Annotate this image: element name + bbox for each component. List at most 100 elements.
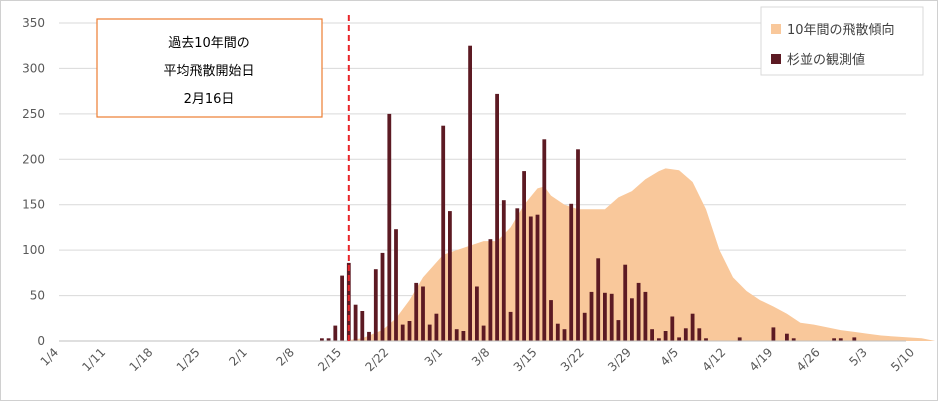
- observation-bar: [650, 329, 654, 341]
- y-tick-label: 300: [22, 61, 45, 75]
- observation-bar: [623, 264, 628, 341]
- x-tick-label: 4/26: [794, 345, 823, 374]
- observation-bar: [340, 275, 344, 341]
- observation-bar: [461, 331, 466, 341]
- observation-bar: [832, 338, 836, 341]
- observation-bar: [609, 293, 614, 341]
- y-tick-label: 100: [22, 243, 45, 257]
- y-tick-label: 150: [22, 198, 45, 212]
- observation-bar: [353, 304, 358, 341]
- legend-box: [760, 6, 924, 76]
- observation-bar: [522, 171, 526, 341]
- observation-bar: [785, 333, 789, 341]
- x-tick-label: 3/15: [511, 345, 540, 374]
- observation-bar: [690, 313, 695, 341]
- observation-bar: [488, 239, 493, 341]
- observation-bar: [501, 200, 506, 341]
- x-tick-label: 2/22: [362, 345, 391, 374]
- observation-bar: [434, 313, 439, 341]
- x-tick-label: 5/3: [846, 345, 870, 369]
- legend-label-observed: 杉並の観測値: [787, 52, 865, 68]
- y-tick-label: 250: [22, 107, 45, 121]
- observation-bar: [643, 291, 648, 341]
- observation-bar: [481, 325, 486, 341]
- x-tick-label: 1/25: [174, 345, 203, 374]
- observation-bar: [582, 312, 587, 341]
- observation-bar: [576, 149, 580, 341]
- observation-bar: [394, 229, 398, 341]
- x-tick-label: 1/18: [127, 345, 156, 374]
- observation-bar: [360, 311, 365, 341]
- observation-bar: [616, 320, 621, 341]
- x-tick-label: 4/19: [747, 345, 776, 374]
- observation-bar: [549, 300, 553, 341]
- observation-bar: [596, 258, 601, 341]
- observation-bar: [454, 329, 459, 341]
- observation-bar: [468, 45, 472, 341]
- observation-bar: [427, 324, 432, 341]
- observation-bar: [683, 328, 688, 341]
- observation-bar: [771, 327, 776, 341]
- x-tick-label: 5/10: [888, 345, 917, 374]
- x-tick-label: 3/8: [469, 345, 493, 369]
- observation-bar: [697, 328, 702, 341]
- y-tick-label: 0: [37, 334, 45, 348]
- observation-bar: [562, 329, 567, 341]
- observation-bar: [407, 321, 412, 341]
- observation-bar: [515, 208, 520, 341]
- observation-bar: [542, 139, 547, 341]
- observation-bar: [346, 262, 351, 341]
- x-tick-label: 3/1: [422, 345, 446, 369]
- observation-bar: [852, 337, 857, 341]
- observation-bar: [535, 214, 540, 341]
- observation-bar: [475, 286, 479, 341]
- observation-bar: [495, 93, 499, 342]
- observation-bar: [657, 338, 661, 341]
- observation-bar: [791, 338, 796, 341]
- legend-swatch-observed: [771, 54, 781, 64]
- observation-bar: [320, 338, 324, 341]
- legend-label-trend: 10年間の飛散傾向: [787, 22, 895, 38]
- observation-bar: [569, 203, 574, 341]
- observation-bar: [326, 338, 331, 341]
- observation-bar: [555, 323, 560, 341]
- x-tick-label: 1/4: [38, 345, 62, 369]
- x-tick-label: 4/12: [699, 345, 728, 374]
- observation-bar: [380, 252, 385, 341]
- observation-bar: [373, 269, 378, 341]
- observation-bar: [663, 331, 668, 341]
- legend: 10年間の飛散傾向 杉並の観測値: [760, 6, 924, 76]
- observation-bar: [333, 325, 338, 341]
- y-tick-label: 200: [22, 152, 45, 166]
- observation-bar: [838, 338, 843, 341]
- observation-bar: [677, 337, 681, 341]
- x-tick-label: 2/8: [273, 345, 297, 369]
- observation-bar: [441, 125, 446, 341]
- observation-bar: [630, 298, 634, 341]
- x-tick-label: 2/1: [226, 345, 250, 369]
- observation-bar: [421, 286, 425, 341]
- observation-bar-layer: [320, 45, 857, 342]
- x-tick-label: 3/22: [558, 345, 587, 374]
- observation-bar: [367, 331, 371, 341]
- annotation-border: [96, 18, 323, 118]
- observation-bar: [737, 337, 742, 341]
- observation-bar: [704, 338, 708, 341]
- observation-bar: [528, 216, 533, 341]
- x-tick-label: 3/29: [605, 345, 634, 374]
- annotation-box: 過去10年間の 平均飛散開始日 2月16日: [96, 18, 323, 118]
- x-tick-label: 2/15: [315, 345, 344, 374]
- annotation-line-2: 平均飛散開始日: [163, 64, 254, 79]
- legend-swatch-trend: [771, 24, 781, 34]
- x-tick-label: 1/11: [79, 345, 108, 374]
- annotation-line-1: 過去10年間の: [168, 36, 250, 51]
- observation-bar: [670, 316, 675, 341]
- observation-bar: [603, 292, 607, 341]
- observation-bar: [414, 282, 419, 341]
- observation-bar: [387, 113, 392, 342]
- y-tick-label: 50: [30, 289, 45, 303]
- annotation-line-3: 2月16日: [184, 92, 235, 107]
- observation-bar: [636, 282, 641, 341]
